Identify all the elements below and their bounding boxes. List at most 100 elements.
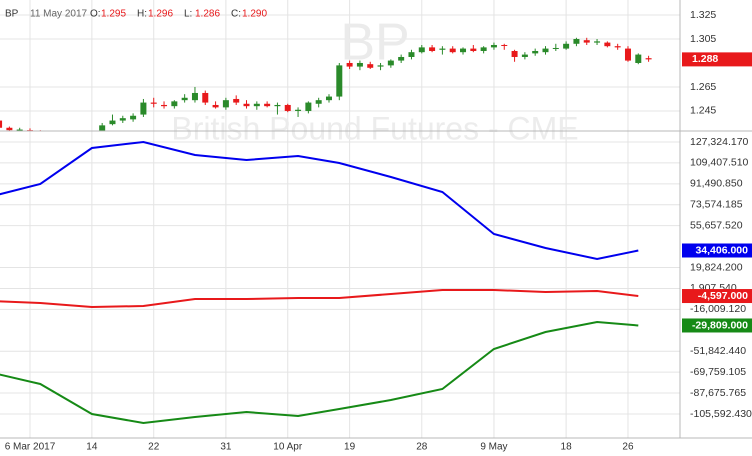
x-tick-label: 31 [220,442,232,453]
candle-body [222,100,229,108]
candle-body [305,102,312,111]
y-tick-label: 1.265 [690,81,716,93]
candle-body [130,115,137,120]
candle-body [16,129,23,131]
header-label: L: [184,9,192,20]
header-value: 1.290 [242,9,267,20]
y-tick-label: 127,324.170 [690,136,749,148]
watermark-name: British Pound Futures - CME [171,110,578,146]
y-tick-label: -51,842.440 [690,345,746,357]
y-tick-label: -69,759.105 [690,366,746,378]
candle-body [511,50,518,57]
date: 11 May 2017 [30,9,88,20]
y-tick-label: 55,657.520 [690,219,743,231]
last-value-badge [682,318,752,333]
candle-body [325,96,332,101]
candle-body [264,103,271,107]
candle-body [233,98,240,103]
candle-body [460,48,467,53]
candle-body [563,43,570,49]
series-line [0,289,639,309]
header-label: C: [231,9,241,20]
candle-body [604,42,611,47]
candle-body [119,118,126,121]
candle-body [614,46,621,48]
header-value: 1.295 [101,9,126,20]
y-tick-label: 19,824.200 [690,261,743,273]
axes: 6 Mar 2017 14 22 31 10 Apr 19 28 9 May 18 26 1.325… [5,9,752,453]
candle-body [161,104,168,107]
header-value: 1.286 [195,9,220,20]
y-tick-label: -87,675.765 [690,387,746,399]
watermark: BP British Pound Futures - CME [171,14,578,147]
candle-body [521,54,528,57]
last-value-badge [682,289,752,304]
symbol: BP [5,9,19,20]
y-tick-label: -16,009.120 [690,303,746,315]
candle-body [501,44,508,46]
candle-body [367,64,374,68]
candle-body [532,50,539,54]
candle-body [109,120,116,125]
x-tick-label: 18 [561,442,573,453]
candle-body [181,97,188,101]
candle-body [594,41,601,43]
candle-body [645,58,652,60]
last-value-label: 34,406.000 [695,244,748,256]
candle-body [377,65,384,67]
x-tick-label: 14 [86,442,98,453]
candle-body [408,52,415,57]
candle-body [356,62,363,67]
y-tick-label: 1.245 [690,105,716,117]
candle-body [150,102,157,104]
last-value-label: -4,597.000 [698,290,748,302]
candle-body [552,47,559,49]
candle-body [624,48,631,61]
candle-body [274,104,281,107]
candle-body [429,47,436,51]
candle-body [6,127,13,131]
x-tick-label: 22 [148,442,160,453]
candle-body [171,101,178,107]
lower-panel [0,140,639,425]
x-tick-label: 26 [622,442,634,453]
last-price-label: 1.288 [692,53,718,65]
candle-body [212,104,219,108]
y-tick-label: 73,574.185 [690,199,743,211]
series-line [0,140,639,261]
y-tick-label: -105,592.430 [690,408,752,420]
last-value-badge [682,243,752,258]
candle-body [284,104,291,111]
candle-body [191,92,198,101]
candle-body [635,54,642,63]
watermark-symbol: BP [340,14,409,72]
candle-body [140,102,147,115]
candle-body [490,44,497,48]
header-label: H: [137,9,147,20]
candle-body [449,48,456,53]
header-label: O: [90,9,101,20]
series-line [0,320,639,425]
candle-body [336,65,343,97]
y-tick-label: 1.305 [690,33,716,45]
candle-body [418,47,425,53]
last-price-badge [682,52,752,67]
x-tick-label: 6 Mar 2017 [5,442,56,453]
candle-body [253,103,260,107]
candle-body [346,62,353,67]
candle-body [387,60,394,66]
candle-body [398,56,405,61]
y-tick-label: 1.325 [690,9,716,21]
y-tick-label: 109,407.510 [690,157,749,169]
candle-body [470,48,477,51]
x-tick-label: 9 May [480,442,507,453]
y-tick-label: 91,490.850 [690,178,743,190]
candle-body [573,38,580,44]
grid [0,0,680,438]
candle-body [99,125,106,131]
candle-body [202,92,209,103]
candle-body [295,109,302,111]
candle-body [0,120,3,128]
